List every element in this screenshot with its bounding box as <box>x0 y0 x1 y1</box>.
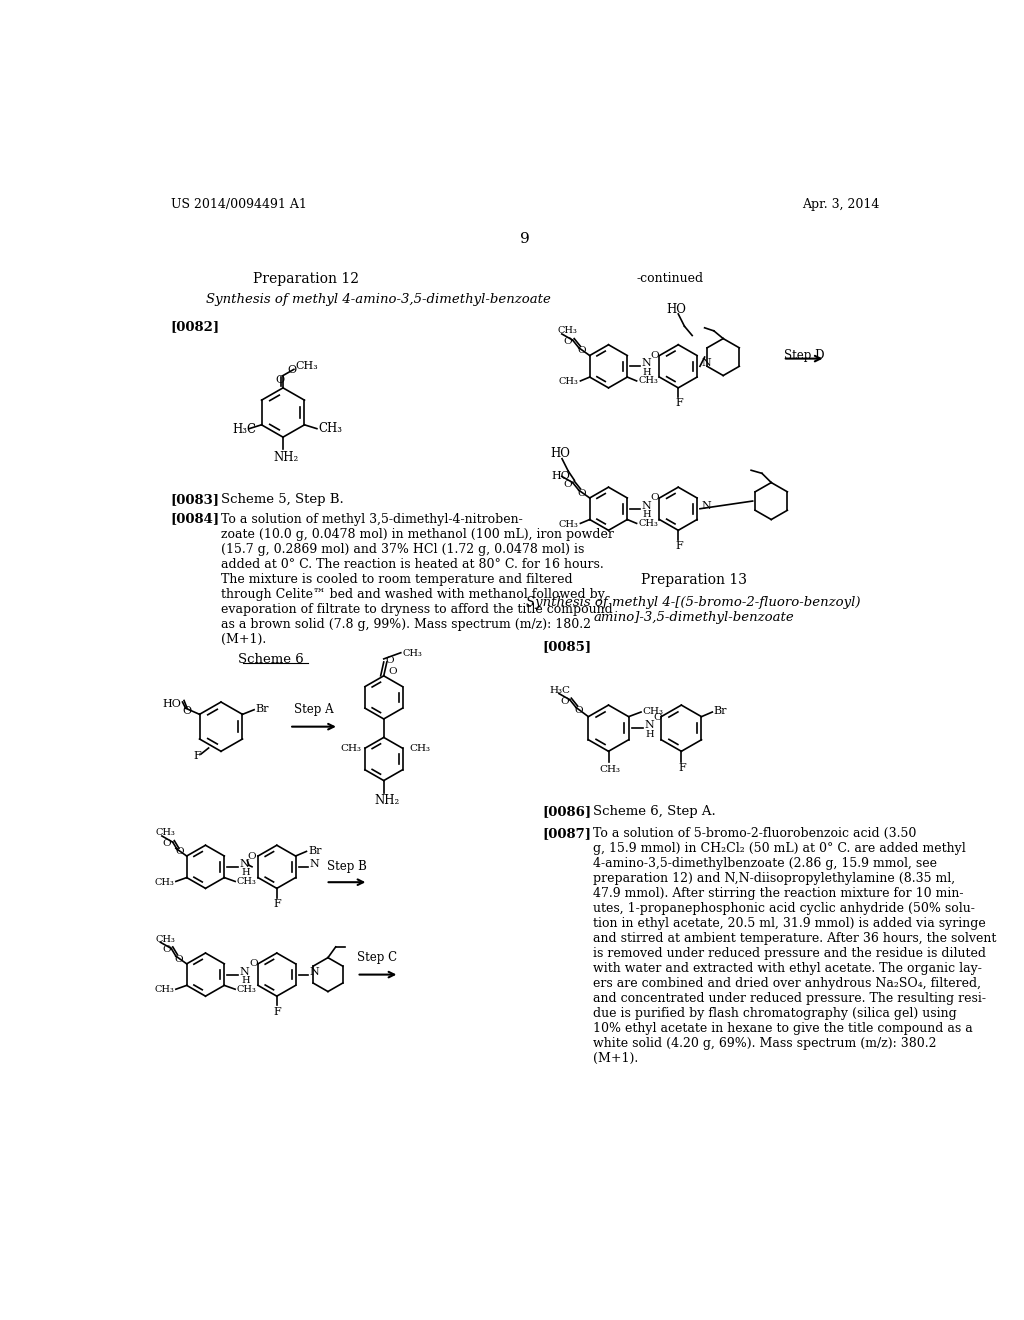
Text: Step A: Step A <box>294 702 334 715</box>
Text: CH₃: CH₃ <box>295 362 318 371</box>
Text: Br: Br <box>308 846 322 855</box>
Text: CH₃: CH₃ <box>237 876 257 886</box>
Text: O: O <box>563 337 572 346</box>
Text: Preparation 13: Preparation 13 <box>641 573 746 586</box>
Text: 9: 9 <box>520 231 529 246</box>
Text: Preparation 12: Preparation 12 <box>253 272 359 286</box>
Text: [0086]: [0086] <box>543 805 592 818</box>
Text: O: O <box>162 945 171 954</box>
Text: CH₃: CH₃ <box>410 743 430 752</box>
Text: [0083]: [0083] <box>171 494 219 507</box>
Text: NH₂: NH₂ <box>375 795 399 807</box>
Text: H: H <box>241 977 250 985</box>
Text: Synthesis of methyl 4-amino-3,5-dimethyl-benzoate: Synthesis of methyl 4-amino-3,5-dimethyl… <box>206 293 550 306</box>
Text: F: F <box>273 1007 282 1016</box>
Text: O: O <box>175 847 183 855</box>
Text: Scheme 6, Step A.: Scheme 6, Step A. <box>593 805 716 818</box>
Text: CH₃: CH₃ <box>643 706 664 715</box>
Text: H₃C: H₃C <box>232 422 256 436</box>
Text: CH₃: CH₃ <box>559 378 579 387</box>
Text: N: N <box>644 721 654 730</box>
Text: Scheme 5, Step B.: Scheme 5, Step B. <box>221 494 344 507</box>
Text: Step D: Step D <box>783 348 824 362</box>
Text: Scheme 6: Scheme 6 <box>239 653 304 665</box>
Text: CH₃: CH₃ <box>599 766 621 775</box>
Text: HO: HO <box>667 304 686 317</box>
Text: CH₃: CH₃ <box>155 878 174 887</box>
Text: H: H <box>643 511 651 519</box>
Text: CH₃: CH₃ <box>402 649 422 657</box>
Text: Synthesis of methyl 4-[(5-bromo-2-fluoro-benzoyl)
amino]-3,5-dimethyl-benzoate: Synthesis of methyl 4-[(5-bromo-2-fluoro… <box>526 595 861 624</box>
Text: O: O <box>162 840 171 849</box>
Text: [0082]: [0082] <box>171 321 220 333</box>
Text: US 2014/0094491 A1: US 2014/0094491 A1 <box>171 198 306 211</box>
Text: NH₂: NH₂ <box>273 450 299 463</box>
Text: -continued: -continued <box>637 272 705 285</box>
Text: Br: Br <box>714 706 727 717</box>
Text: [0084]: [0084] <box>171 512 220 525</box>
Text: O: O <box>174 954 183 964</box>
Text: O: O <box>578 488 586 498</box>
Text: N: N <box>641 500 651 511</box>
Text: H: H <box>646 730 654 739</box>
Text: Step C: Step C <box>357 950 397 964</box>
Text: To a solution of methyl 3,5-dimethyl-4-nitroben-
zoate (10.0 g, 0.0478 mol) in m: To a solution of methyl 3,5-dimethyl-4-n… <box>221 512 613 645</box>
Text: N: N <box>240 966 250 977</box>
Text: To a solution of 5-bromo-2-fluorobenzoic acid (3.50
g, 15.9 mmol) in CH₂Cl₂ (50 : To a solution of 5-bromo-2-fluorobenzoic… <box>593 826 996 1065</box>
Text: F: F <box>675 541 683 550</box>
Text: [0087]: [0087] <box>543 826 592 840</box>
Text: HO: HO <box>163 698 181 709</box>
Text: O: O <box>385 656 394 665</box>
Text: CH₃: CH₃ <box>638 376 658 385</box>
Text: O: O <box>249 960 257 969</box>
Text: N: N <box>240 859 250 869</box>
Text: N: N <box>701 358 712 368</box>
Text: O: O <box>287 366 296 375</box>
Text: O: O <box>563 479 572 488</box>
Text: HO: HO <box>551 471 569 482</box>
Text: Step B: Step B <box>327 859 367 873</box>
Text: CH₃: CH₃ <box>318 422 342 436</box>
Text: F: F <box>678 763 686 774</box>
Text: O: O <box>650 494 659 503</box>
Text: CH₃: CH₃ <box>557 326 578 335</box>
Text: HO: HO <box>550 447 570 461</box>
Text: CH₃: CH₃ <box>638 519 658 528</box>
Text: O: O <box>560 697 569 706</box>
Text: H: H <box>241 869 250 878</box>
Text: Br: Br <box>256 704 269 714</box>
Text: O: O <box>388 667 397 676</box>
Text: CH₃: CH₃ <box>156 935 175 944</box>
Text: F: F <box>273 899 282 908</box>
Text: Apr. 3, 2014: Apr. 3, 2014 <box>803 198 880 211</box>
Text: N: N <box>701 500 712 511</box>
Text: F: F <box>675 399 683 408</box>
Text: CH₃: CH₃ <box>156 829 175 837</box>
Text: CH₃: CH₃ <box>559 520 579 528</box>
Text: H: H <box>643 368 651 378</box>
Text: O: O <box>650 351 659 360</box>
Text: F: F <box>194 751 201 760</box>
Text: O: O <box>248 851 256 861</box>
Text: [0085]: [0085] <box>543 640 592 652</box>
Text: H₃C: H₃C <box>550 686 570 694</box>
Text: O: O <box>578 346 586 355</box>
Text: N: N <box>309 859 319 869</box>
Text: O: O <box>275 375 285 385</box>
Text: O: O <box>653 713 663 722</box>
Text: CH₃: CH₃ <box>155 986 174 994</box>
Text: O: O <box>574 706 583 715</box>
Text: N: N <box>309 966 319 977</box>
Text: N: N <box>641 358 651 368</box>
Text: CH₃: CH₃ <box>237 985 257 994</box>
Text: CH₃: CH₃ <box>340 743 361 752</box>
Text: O: O <box>182 706 191 717</box>
